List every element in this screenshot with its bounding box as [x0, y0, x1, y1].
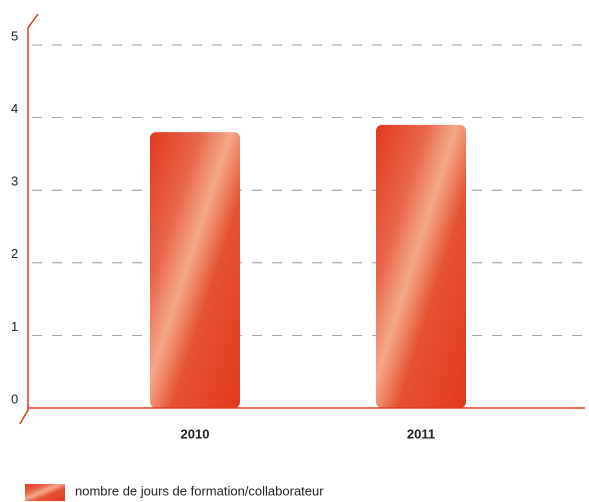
y-tick-label: 2 [11, 246, 18, 261]
bars [150, 124, 466, 409]
axes [19, 13, 585, 425]
x-tick-label: 2010 [181, 426, 210, 441]
labels: 0 1 2 3 4 5 2010 2011 [11, 28, 435, 441]
y-tick-label: 1 [11, 319, 18, 334]
y-tick-label: 4 [11, 101, 18, 116]
x-tick-label: 2011 [407, 426, 435, 441]
grid [32, 44, 585, 336]
bar [376, 124, 466, 409]
y-tick-label: 3 [11, 174, 18, 189]
legend-label: nombre de jours de formation/collaborate… [75, 483, 324, 498]
y-tick-label: 0 [11, 391, 18, 406]
bar [150, 132, 240, 408]
y-tick-label: 5 [11, 28, 18, 43]
legend-swatch [25, 484, 65, 501]
